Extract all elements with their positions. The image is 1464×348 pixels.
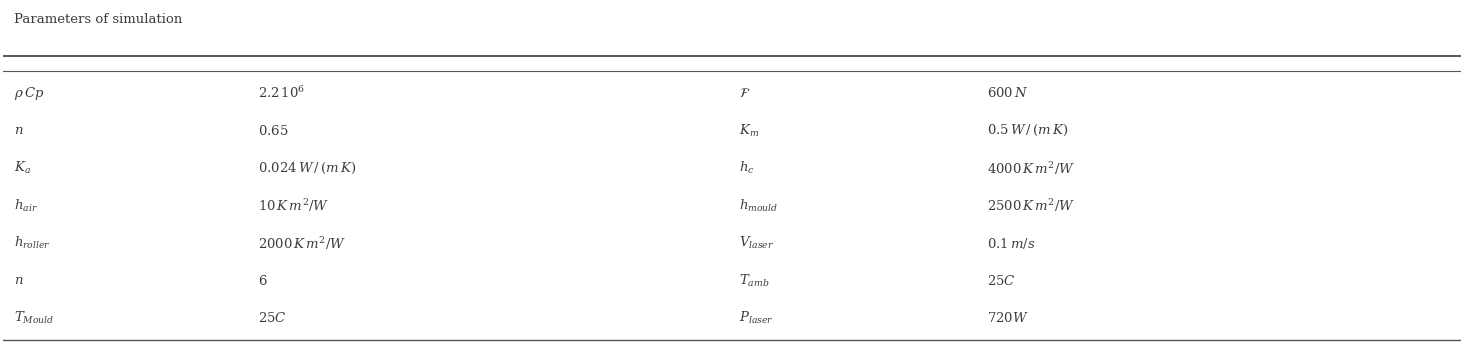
Text: $2500\, K\,m^{2}/W$: $2500\, K\,m^{2}/W$ (987, 197, 1076, 214)
Text: $P_{laser}$: $P_{laser}$ (739, 310, 774, 326)
Text: $T_{amb}$: $T_{amb}$ (739, 272, 770, 288)
Text: $K_{a}$: $K_{a}$ (15, 160, 31, 176)
Text: $\mathcal{F}$: $\mathcal{F}$ (739, 87, 751, 100)
Text: $h_{mould}$: $h_{mould}$ (739, 198, 779, 214)
Text: $25C$: $25C$ (258, 311, 287, 325)
Text: $10\, K\,m^{2}/W$: $10\, K\,m^{2}/W$ (258, 197, 329, 214)
Text: $h_{roller}$: $h_{roller}$ (15, 235, 51, 251)
Text: $h_{air}$: $h_{air}$ (15, 198, 38, 214)
Text: $V_{laser}$: $V_{laser}$ (739, 235, 774, 251)
Text: $\rho\, Cp$: $\rho\, Cp$ (15, 85, 45, 102)
Text: $0.5\, W\,/\,(m\,K)$: $0.5\, W\,/\,(m\,K)$ (987, 123, 1069, 139)
Text: $6$: $6$ (258, 274, 268, 287)
Text: $0.65$: $0.65$ (258, 124, 288, 138)
Text: $K_{m}$: $K_{m}$ (739, 123, 760, 139)
Text: Parameters of simulation: Parameters of simulation (15, 13, 183, 26)
Text: $2000\, K\,m^{2}/W$: $2000\, K\,m^{2}/W$ (258, 235, 346, 252)
Text: $n$: $n$ (15, 274, 23, 287)
Text: $720W$: $720W$ (987, 311, 1029, 325)
Text: $n$: $n$ (15, 124, 23, 137)
Text: $2.2\, 10^{6}$: $2.2\, 10^{6}$ (258, 86, 305, 101)
Text: $0.1\, m/s$: $0.1\, m/s$ (987, 236, 1035, 251)
Text: $25C$: $25C$ (987, 274, 1016, 287)
Text: $0.024\, W\,/\,(m\,K)$: $0.024\, W\,/\,(m\,K)$ (258, 161, 356, 176)
Text: $h_{c}$: $h_{c}$ (739, 160, 755, 176)
Text: $T_{Mould}$: $T_{Mould}$ (15, 310, 54, 326)
Text: $600\, N$: $600\, N$ (987, 86, 1029, 101)
Text: $4000\, K\,m^{2}/W$: $4000\, K\,m^{2}/W$ (987, 160, 1076, 177)
